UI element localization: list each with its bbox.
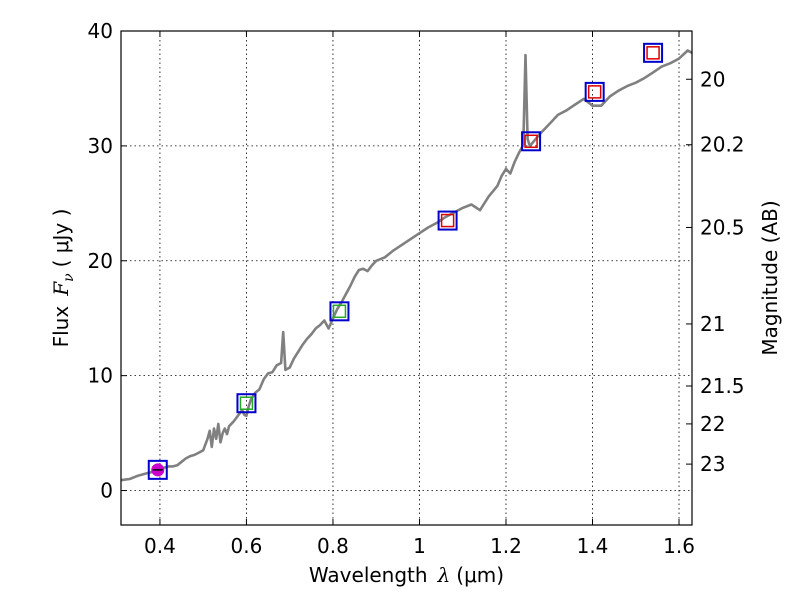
- y-tick-label: 40: [88, 19, 113, 43]
- photometry-point: [236, 393, 257, 414]
- y-axis-title: FluxFν( μJy ): [49, 209, 77, 348]
- x-tick-label: 0.4: [144, 534, 176, 558]
- magnitude-tick-label: 23: [700, 452, 725, 476]
- photometry-outer-square: [147, 459, 168, 480]
- magnitude-tick-label: 22: [700, 412, 725, 436]
- x-tick-label: 1: [413, 534, 426, 558]
- photometry-point: [329, 301, 350, 322]
- x-axis-title: Wavelength λ (μm): [309, 563, 504, 587]
- photometry-inner-square: [646, 46, 660, 60]
- photometry-inner-square: [239, 396, 254, 410]
- plot-frame: [120, 30, 693, 526]
- magnitude-tick-label: 21: [700, 312, 725, 336]
- x-tick-label: 0.6: [231, 534, 263, 558]
- magnitude-tick-label: 21.5: [700, 374, 745, 398]
- spectrum-line: [120, 49, 693, 482]
- magnitude-tick-label: 20: [700, 67, 725, 91]
- magnitude-tick-label: 20.2: [700, 133, 745, 157]
- photometry-point: [437, 210, 458, 231]
- x-tick-label: 1.4: [577, 534, 609, 558]
- photometry-inner-square: [524, 134, 538, 149]
- y-tick-label: 30: [88, 134, 113, 158]
- magnitude-axis-title: Magnitude (AB): [758, 200, 782, 355]
- photometry-point: [521, 131, 542, 152]
- photometry-point: [643, 42, 664, 63]
- photometry-outer-square: [521, 131, 542, 152]
- spectrum-layer: [120, 49, 693, 482]
- photometry-markers: [147, 42, 664, 480]
- axis-ticks: 0.4 0.6 0.8 1 1.2 1.4 1.6 0 10 20 30 40 20 20.2 20.5 21…: [88, 19, 745, 558]
- photometry-outer-square: [329, 301, 350, 322]
- photometry-inner-square: [440, 213, 455, 228]
- photometry-outer-square: [584, 81, 605, 102]
- photometry-inner-square: [587, 85, 602, 99]
- photometry-outer-square: [437, 210, 458, 231]
- photometry-point: [147, 459, 168, 480]
- photometry-outer-square: [236, 393, 257, 414]
- photometry-point: [584, 81, 605, 102]
- grid-lines: [121, 30, 692, 525]
- magnitude-tick-label: 20.5: [700, 215, 745, 239]
- photometry-inner-square: [332, 304, 347, 319]
- x-tick-label: 0.8: [317, 534, 349, 558]
- x-tick-label: 1.6: [663, 534, 695, 558]
- y-tick-label: 20: [88, 249, 113, 273]
- y-tick-label: 10: [88, 364, 113, 388]
- photometry-outer-square: [643, 42, 664, 63]
- y-tick-label: 0: [100, 479, 113, 503]
- x-tick-label: 1.2: [490, 534, 522, 558]
